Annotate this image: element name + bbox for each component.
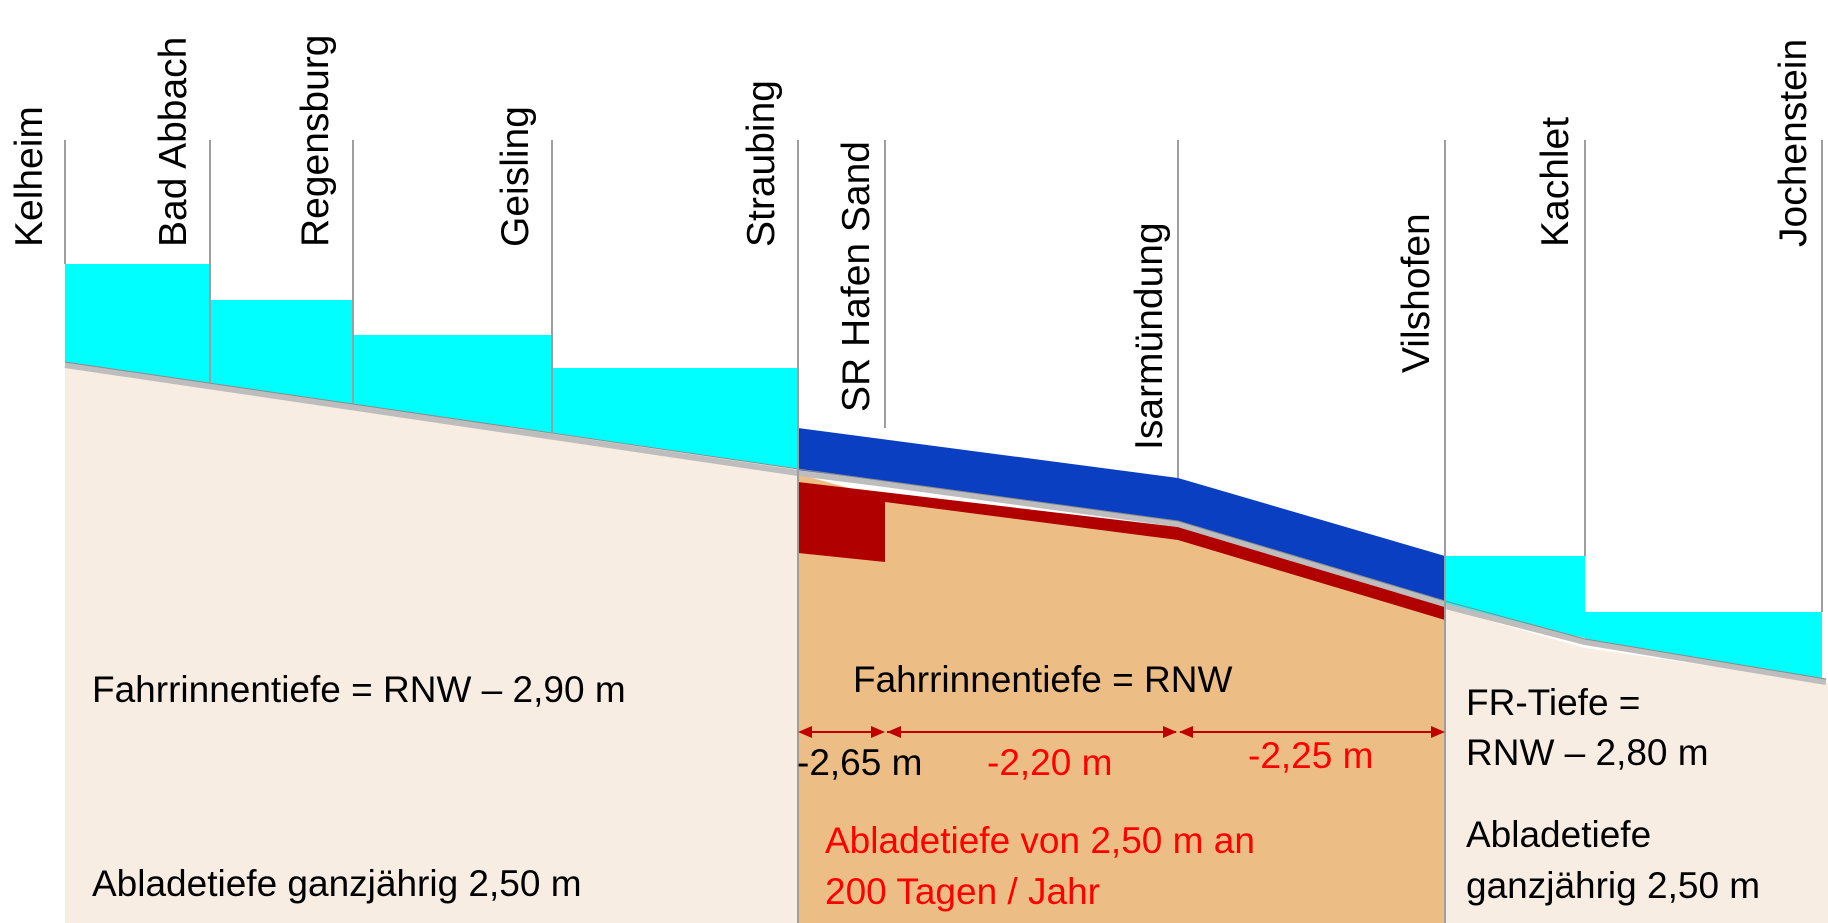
water-geisling-straubing: [552, 368, 798, 469]
segment-value-1: -2,65 m: [797, 742, 922, 783]
location-labels: Kelheim Bad Abbach Regensburg Geisling S…: [8, 35, 1815, 450]
arrowhead: [1431, 726, 1445, 738]
label-kachlet: Kachlet: [1534, 117, 1577, 247]
right-depth-line2: RNW – 2,80 m: [1466, 732, 1709, 773]
dimension-arrows: [798, 726, 1445, 738]
label-hafensand: SR Hafen Sand: [835, 141, 878, 412]
arrowhead: [798, 726, 812, 738]
segment-value-2: -2,20 m: [987, 742, 1112, 783]
segment-value-3: -2,25 m: [1248, 735, 1373, 776]
label-vilshofen: Vilshofen: [1395, 213, 1438, 373]
deepening-middle: [798, 482, 1445, 620]
label-jochenstein: Jochenstein: [1772, 39, 1815, 247]
water-right: [1445, 556, 1822, 680]
water-regensburg-geisling: [353, 335, 552, 433]
middle-draught-line1: Abladetiefe von 2,50 m an: [825, 820, 1255, 861]
label-regensburg: Regensburg: [294, 35, 337, 247]
arrowhead: [887, 726, 901, 738]
right-draught-line1: Abladetiefe: [1466, 814, 1651, 855]
right-draught-line2: ganzjährig 2,50 m: [1466, 865, 1760, 906]
label-straubing: Straubing: [740, 80, 783, 247]
label-isarmuendung: Isarmündung: [1128, 222, 1171, 450]
water-kachlet-jochenstein: [1585, 612, 1822, 680]
left-draught-text: Abladetiefe ganzjährig 2,50 m: [92, 863, 582, 904]
arrowhead: [871, 726, 885, 738]
label-geisling: Geisling: [494, 106, 537, 247]
left-depth-text: Fahrrinnentiefe = RNW – 2,90 m: [92, 669, 626, 710]
ground-left: [65, 368, 798, 923]
ground-middle: [798, 474, 1445, 923]
water-left: [65, 264, 798, 469]
arrowhead: [1179, 726, 1193, 738]
water-vilshofen-kachlet: [1445, 556, 1585, 638]
middle-depth-text: Fahrrinnentiefe = RNW: [853, 659, 1232, 700]
middle-draught-line2: 200 Tagen / Jahr: [825, 871, 1100, 912]
location-lines: [64, 140, 1823, 923]
riverbed-line-right: [1444, 603, 1827, 685]
label-kelheim: Kelheim: [8, 106, 51, 247]
arrowhead: [1163, 726, 1177, 738]
ground-right: [1445, 608, 1828, 923]
water-badabbach-regensburg: [210, 300, 353, 404]
water-kelheim-badabbach: [65, 264, 210, 383]
water-free-flowing: [798, 428, 1445, 602]
label-badabbach: Bad Abbach: [152, 37, 195, 247]
right-depth-line1: FR-Tiefe =: [1466, 682, 1640, 723]
riverbed-line-left: [64, 362, 1446, 607]
